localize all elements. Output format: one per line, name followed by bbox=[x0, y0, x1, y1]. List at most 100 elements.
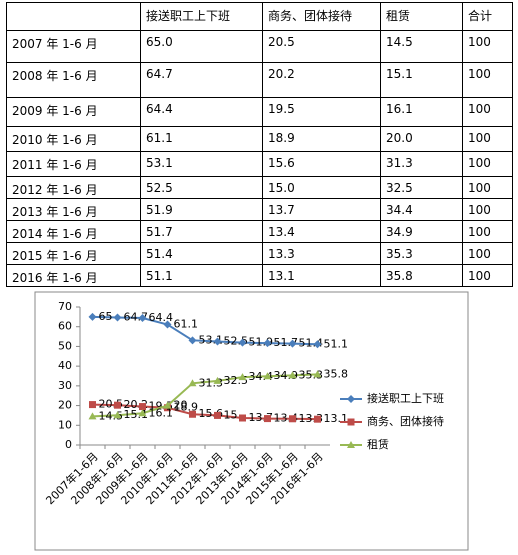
table-cell: 18.9 bbox=[262, 126, 381, 152]
y-tick-label: 20 bbox=[58, 399, 72, 412]
y-tick-label: 60 bbox=[58, 320, 72, 333]
y-tick-label: 0 bbox=[65, 438, 72, 451]
data-label: 32.5 bbox=[224, 374, 249, 387]
data-label: 20 bbox=[174, 399, 188, 412]
marker bbox=[314, 415, 321, 423]
table-cell: 20.0 bbox=[380, 126, 463, 152]
series-line bbox=[92, 315, 318, 346]
table-cell: 35.8 bbox=[380, 264, 463, 287]
marker bbox=[189, 410, 196, 418]
data-label: 64.4 bbox=[149, 311, 174, 324]
table-cell: 13.3 bbox=[262, 242, 381, 265]
table-cell: 100 bbox=[462, 242, 513, 265]
marker bbox=[138, 314, 147, 323]
marker bbox=[113, 313, 122, 322]
table-cell: 61.1 bbox=[140, 126, 263, 152]
marker bbox=[263, 372, 272, 380]
table-cell: 31.3 bbox=[380, 151, 463, 177]
y-tick-label: 10 bbox=[58, 418, 72, 431]
table-cell: 2008 年 1-6 月 bbox=[6, 62, 141, 98]
y-tick-label: 50 bbox=[58, 339, 72, 352]
data-label: 13.1 bbox=[324, 412, 349, 425]
marker bbox=[347, 395, 355, 403]
table-cell: 2015 年 1-6 月 bbox=[6, 242, 141, 265]
table-cell: 34.9 bbox=[380, 220, 463, 243]
marker bbox=[347, 441, 355, 448]
data-label: 15 bbox=[224, 408, 238, 421]
marker bbox=[88, 412, 97, 420]
data-label: 34.9 bbox=[274, 369, 299, 382]
table-cell: 100 bbox=[462, 97, 513, 127]
table-cell: 100 bbox=[462, 62, 513, 98]
table-cell: 53.1 bbox=[140, 151, 263, 177]
table-cell: 15.6 bbox=[262, 151, 381, 177]
marker bbox=[288, 339, 297, 348]
y-tick-label: 70 bbox=[58, 300, 72, 313]
table-cell: 2011 年 1-6 月 bbox=[6, 151, 141, 177]
table-cell: 34.4 bbox=[380, 198, 463, 221]
legend-label: 商务、团体接待 bbox=[367, 414, 444, 428]
marker bbox=[89, 401, 96, 409]
table-row: 2007 年 1-6 月 65.0 20.5 14.5 100 bbox=[6, 30, 513, 63]
table-cell: 100 bbox=[462, 264, 513, 287]
marker bbox=[289, 415, 296, 423]
data-label: 65 bbox=[99, 310, 113, 323]
table-cell: 65.0 bbox=[140, 30, 263, 63]
marker bbox=[347, 418, 355, 426]
data-table: 接送职工上下班 商务、团体接待 租赁 合计 2007 年 1-6 月 65.0 20… bbox=[6, 2, 513, 287]
marker bbox=[214, 411, 221, 419]
chart-frame bbox=[34, 291, 469, 551]
table-cell: 2009 年 1-6 月 bbox=[6, 97, 141, 127]
table-row: 2008 年 1-6 月 64.7 20.2 15.1 100 bbox=[6, 62, 513, 98]
header-cell: 租赁 bbox=[380, 2, 463, 31]
marker bbox=[113, 411, 122, 419]
marker bbox=[163, 401, 172, 409]
table-cell: 100 bbox=[462, 30, 513, 63]
data-label: 18.9 bbox=[174, 401, 199, 414]
marker bbox=[188, 379, 197, 387]
marker bbox=[263, 339, 272, 348]
marker bbox=[313, 340, 322, 349]
table-cell: 100 bbox=[462, 198, 513, 221]
series-line bbox=[92, 373, 318, 418]
marker bbox=[213, 376, 222, 384]
table-cell: 32.5 bbox=[380, 176, 463, 199]
marker bbox=[114, 401, 121, 409]
marker bbox=[288, 371, 297, 379]
table-row: 2016 年 1-6 月 51.1 13.1 35.8 100 bbox=[6, 264, 513, 287]
data-label: 16.1 bbox=[149, 406, 174, 419]
table-row: 2011 年 1-6 月 53.1 15.6 31.3 100 bbox=[6, 151, 513, 177]
table-cell: 13.7 bbox=[262, 198, 381, 221]
y-tick-label: 30 bbox=[58, 379, 72, 392]
y-tick-label: 40 bbox=[58, 359, 72, 372]
table-cell: 2012 年 1-6 月 bbox=[6, 176, 141, 199]
table-row: 2013 年 1-6 月 51.9 13.7 34.4 100 bbox=[6, 198, 513, 221]
data-label: 61.1 bbox=[174, 318, 199, 331]
marker bbox=[88, 312, 97, 321]
marker bbox=[239, 414, 246, 422]
data-label: 35.8 bbox=[324, 367, 349, 380]
legend-label: 接送职工上下班 bbox=[367, 391, 444, 405]
table-row: 2009 年 1-6 月 64.4 19.5 16.1 100 bbox=[6, 97, 513, 127]
data-label: 51.1 bbox=[324, 337, 349, 350]
marker bbox=[213, 337, 222, 346]
marker bbox=[139, 403, 146, 411]
table-cell: 2016 年 1-6 月 bbox=[6, 264, 141, 287]
series-line bbox=[92, 403, 318, 421]
marker bbox=[264, 415, 271, 423]
table-cell: 15.0 bbox=[262, 176, 381, 199]
marker bbox=[313, 370, 322, 378]
table-cell: 13.1 bbox=[262, 264, 381, 287]
table-cell: 16.1 bbox=[380, 97, 463, 127]
legend-label: 租赁 bbox=[367, 437, 389, 451]
marker bbox=[138, 409, 147, 417]
table-cell: 19.5 bbox=[262, 97, 381, 127]
table-cell: 35.3 bbox=[380, 242, 463, 265]
table-cell: 100 bbox=[462, 176, 513, 199]
table-body: 接送职工上下班 商务、团体接待 租赁 合计 2007 年 1-6 月 65.0 20… bbox=[6, 2, 513, 287]
marker bbox=[163, 320, 172, 329]
marker bbox=[238, 338, 247, 347]
marker bbox=[238, 373, 247, 381]
